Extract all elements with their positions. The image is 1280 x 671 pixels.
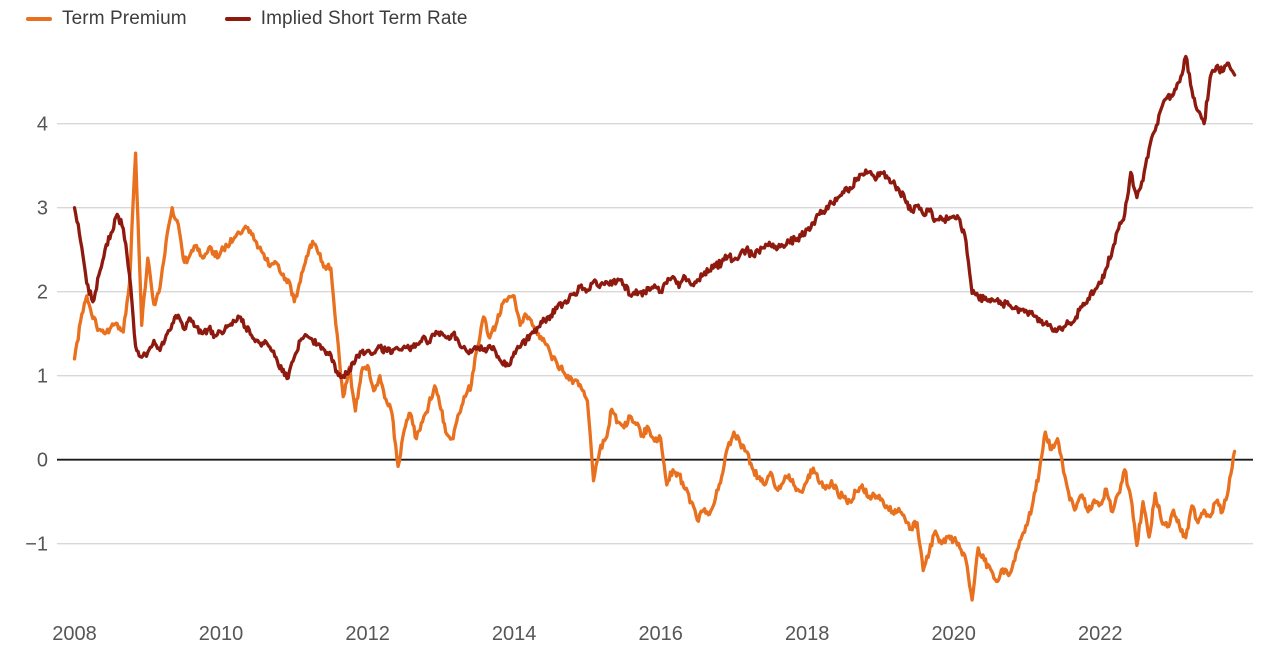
y-axis-tick-label: 3 <box>37 198 48 220</box>
term-premium-dash-icon <box>26 17 52 21</box>
x-axis-tick-label: 2014 <box>492 623 537 645</box>
legend-item-term-premium: Term Premium <box>26 8 187 30</box>
x-axis-tick-label: 2008 <box>52 623 97 645</box>
x-axis-tick-label: 2022 <box>1078 623 1123 645</box>
legend-item-implied-short-term-rate: Implied Short Term Rate <box>224 8 468 30</box>
series-line-term-premium <box>72 151 1237 602</box>
series-line-implied-short-term-rate <box>72 54 1237 381</box>
x-axis-tick-label: 2020 <box>931 623 976 645</box>
legend-label-implied-short-term-rate: Implied Short Term Rate <box>260 8 468 29</box>
x-axis-tick-label: 2016 <box>638 623 683 645</box>
y-axis-tick-label: 4 <box>37 114 48 136</box>
legend: Term Premium Implied Short Term Rate <box>26 8 468 30</box>
y-axis-tick-label: −1 <box>25 534 48 556</box>
legend-label-term-premium: Term Premium <box>62 8 187 29</box>
x-axis-tick-label: 2018 <box>785 623 830 645</box>
x-axis-tick-label: 2012 <box>345 623 390 645</box>
x-axis-tick-label: 2010 <box>199 623 244 645</box>
y-axis-tick-label: 0 <box>37 450 48 472</box>
y-axis-tick-label: 2 <box>37 282 48 304</box>
y-axis-tick-label: 1 <box>37 366 48 388</box>
implied-short-term-rate-dash-icon <box>224 17 251 21</box>
